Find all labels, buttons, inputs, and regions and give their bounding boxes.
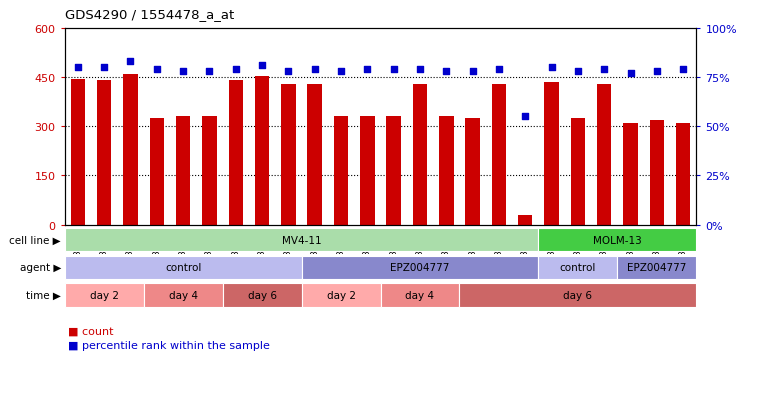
Bar <box>301 284 380 307</box>
Point <box>256 63 268 69</box>
Bar <box>281 85 295 225</box>
Text: ■ count: ■ count <box>68 326 114 336</box>
Point <box>440 69 452 75</box>
Bar <box>650 121 664 225</box>
Point <box>598 67 610 74</box>
Bar <box>228 81 243 225</box>
Point <box>414 67 426 74</box>
Bar <box>65 284 144 307</box>
Point <box>124 59 136 66</box>
Text: agent ▶: agent ▶ <box>20 263 61 273</box>
Text: cell line ▶: cell line ▶ <box>9 235 61 245</box>
Bar <box>65 228 539 252</box>
Text: control: control <box>165 263 202 273</box>
Point <box>572 69 584 75</box>
Bar <box>202 117 217 225</box>
Bar <box>544 83 559 225</box>
Point <box>177 69 189 75</box>
Text: day 6: day 6 <box>563 290 592 300</box>
Bar <box>360 117 374 225</box>
Bar <box>492 85 506 225</box>
Point <box>546 65 558 71</box>
Bar <box>71 80 85 225</box>
Text: ■ percentile rank within the sample: ■ percentile rank within the sample <box>68 340 270 350</box>
Text: time ▶: time ▶ <box>26 290 61 300</box>
Bar <box>223 284 301 307</box>
Point <box>98 65 110 71</box>
Bar <box>176 117 190 225</box>
Text: day 4: day 4 <box>406 290 435 300</box>
Point <box>203 69 215 75</box>
Text: GDS4290 / 1554478_a_at: GDS4290 / 1554478_a_at <box>65 8 234 21</box>
Point <box>466 69 479 75</box>
Bar <box>334 117 349 225</box>
Bar <box>518 215 533 225</box>
Point <box>335 69 347 75</box>
Bar <box>65 256 301 279</box>
Point <box>282 69 295 75</box>
Point <box>151 67 163 74</box>
Text: MV4-11: MV4-11 <box>282 235 321 245</box>
Text: EPZ004777: EPZ004777 <box>627 263 686 273</box>
Bar <box>387 117 401 225</box>
Point <box>309 67 321 74</box>
Bar <box>676 124 690 225</box>
Point <box>625 71 637 77</box>
Bar <box>539 256 617 279</box>
Bar <box>150 119 164 225</box>
Bar <box>380 284 460 307</box>
Bar <box>255 76 269 225</box>
Bar <box>539 228 696 252</box>
Bar <box>307 85 322 225</box>
Point <box>493 67 505 74</box>
Text: MOLM-13: MOLM-13 <box>593 235 642 245</box>
Text: control: control <box>559 263 596 273</box>
Bar <box>466 119 480 225</box>
Point <box>651 69 663 75</box>
Bar <box>439 117 454 225</box>
Bar <box>460 284 696 307</box>
Text: day 4: day 4 <box>169 290 198 300</box>
Bar <box>412 85 427 225</box>
Point <box>361 67 374 74</box>
Bar <box>571 119 585 225</box>
Bar <box>301 256 539 279</box>
Point <box>230 67 242 74</box>
Bar <box>123 75 138 225</box>
Point <box>72 65 84 71</box>
Point <box>387 67 400 74</box>
Text: day 2: day 2 <box>90 290 119 300</box>
Bar <box>144 284 223 307</box>
Text: EPZ004777: EPZ004777 <box>390 263 450 273</box>
Bar <box>97 81 111 225</box>
Point <box>519 114 531 121</box>
Text: day 2: day 2 <box>326 290 355 300</box>
Text: day 6: day 6 <box>247 290 276 300</box>
Point <box>677 67 689 74</box>
Bar <box>597 85 611 225</box>
Bar <box>617 256 696 279</box>
Bar <box>623 124 638 225</box>
